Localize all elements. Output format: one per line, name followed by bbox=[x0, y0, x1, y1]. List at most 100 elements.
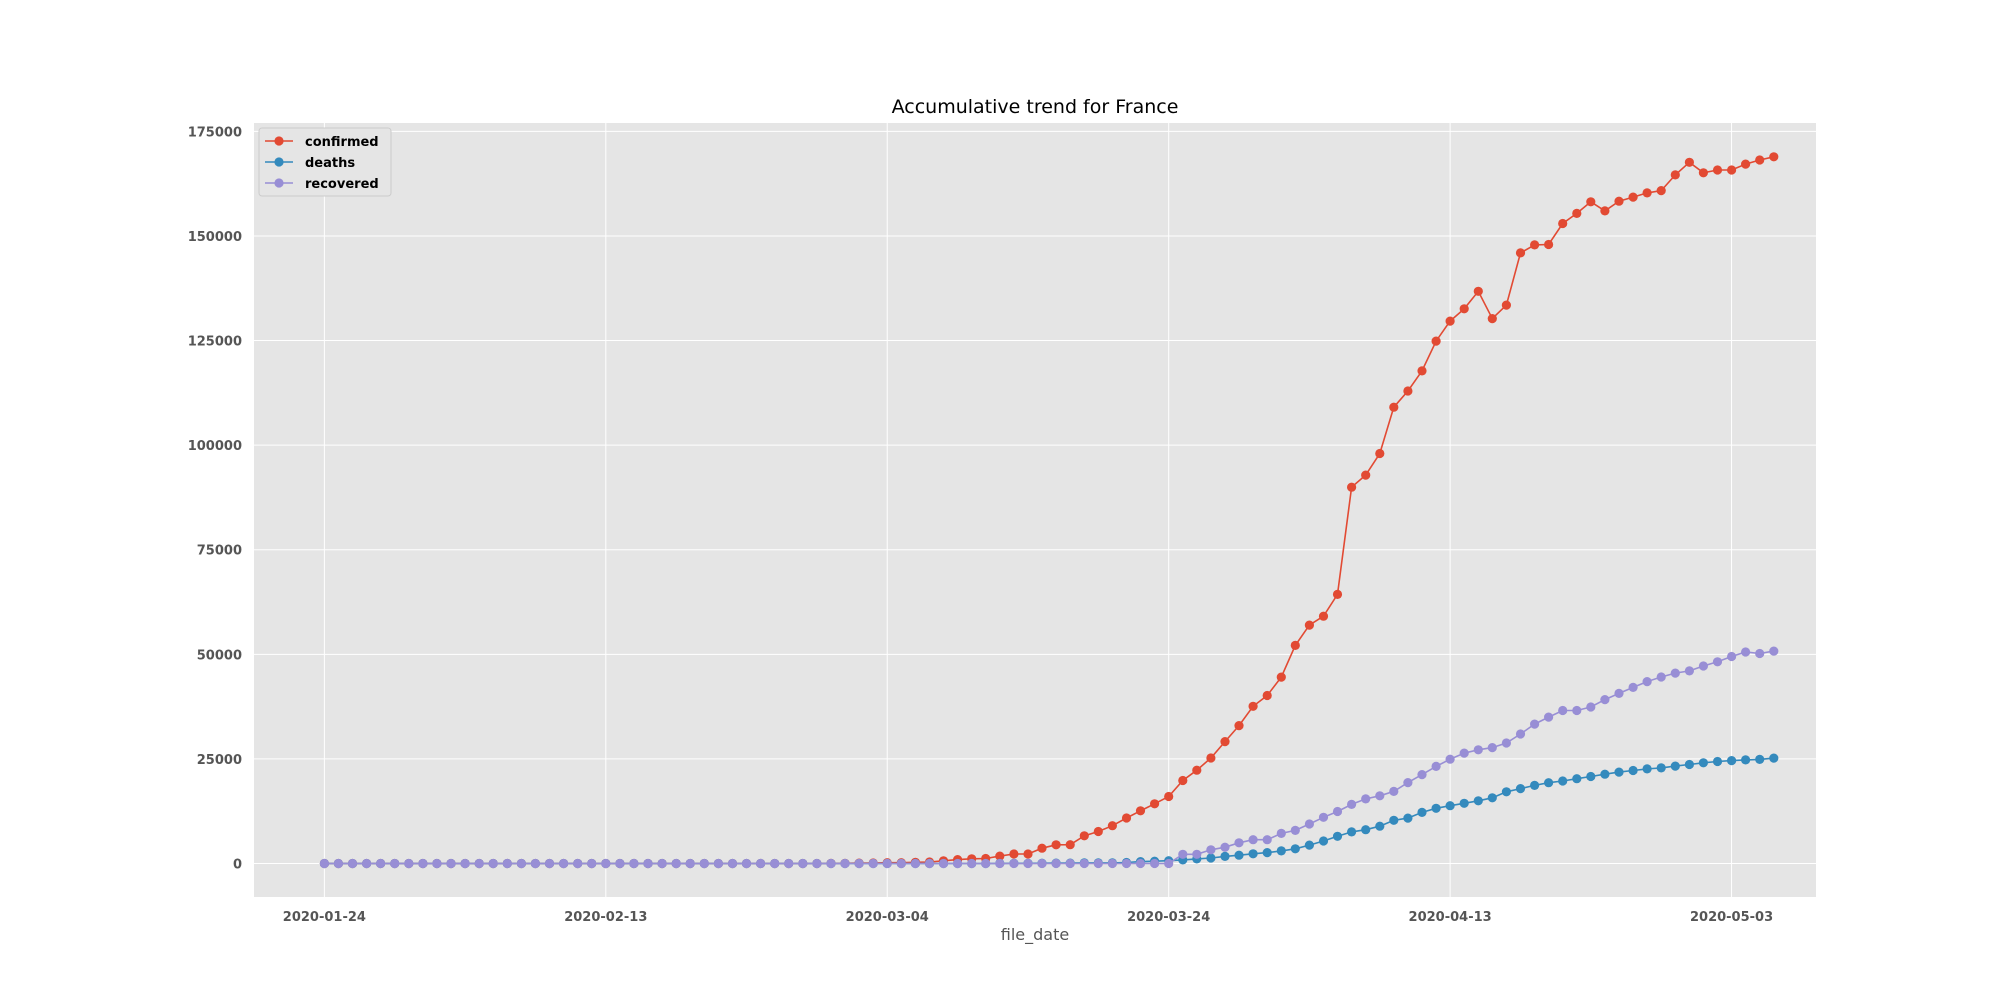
data-point-recovered bbox=[685, 858, 695, 869]
data-point-confirmed bbox=[1389, 402, 1399, 412]
data-point-recovered bbox=[699, 858, 709, 869]
data-point-deaths bbox=[1206, 853, 1216, 863]
data-point-confirmed bbox=[1558, 218, 1568, 229]
data-point-recovered bbox=[362, 858, 372, 869]
data-point-recovered bbox=[657, 858, 667, 869]
data-point-recovered bbox=[1248, 835, 1258, 845]
x-tick-label: 2020-05-03 bbox=[1690, 910, 1773, 925]
data-point-confirmed bbox=[1656, 186, 1666, 196]
data-point-recovered bbox=[333, 858, 343, 869]
data-point-recovered bbox=[1712, 657, 1723, 667]
data-point-confirmed bbox=[1248, 701, 1258, 711]
data-point-recovered bbox=[502, 858, 512, 869]
data-point-recovered bbox=[938, 858, 949, 869]
data-point-recovered bbox=[1600, 695, 1610, 705]
data-point-confirmed bbox=[1220, 737, 1230, 747]
x-tick-label: 2020-01-24 bbox=[283, 910, 366, 925]
data-point-confirmed bbox=[1642, 188, 1652, 198]
data-point-recovered bbox=[798, 858, 808, 869]
x-tick-label: 2020-04-13 bbox=[1409, 910, 1492, 925]
data-point-deaths bbox=[1375, 821, 1385, 831]
data-point-deaths bbox=[1544, 778, 1554, 788]
data-point-recovered bbox=[967, 858, 977, 869]
data-point-confirmed bbox=[1375, 448, 1385, 459]
data-point-recovered bbox=[1332, 806, 1343, 817]
data-point-deaths bbox=[1403, 813, 1413, 823]
data-point-recovered bbox=[854, 858, 864, 869]
data-point-recovered bbox=[1501, 738, 1511, 748]
data-point-confirmed bbox=[1445, 316, 1455, 326]
data-point-recovered bbox=[1121, 858, 1132, 869]
data-point-deaths bbox=[1698, 758, 1708, 768]
data-point-confirmed bbox=[1614, 196, 1624, 206]
data-point-confirmed bbox=[1698, 168, 1708, 178]
data-point-recovered bbox=[1431, 761, 1441, 772]
data-point-confirmed bbox=[1530, 240, 1540, 250]
data-point-recovered bbox=[1515, 729, 1526, 739]
data-point-deaths bbox=[1234, 850, 1244, 860]
x-tick-label: 2020-03-24 bbox=[1127, 910, 1210, 925]
data-point-recovered bbox=[1023, 858, 1033, 869]
data-point-recovered bbox=[1698, 661, 1708, 671]
data-point-recovered bbox=[1009, 858, 1019, 869]
data-point-recovered bbox=[1206, 845, 1216, 855]
data-point-confirmed bbox=[1093, 826, 1103, 837]
data-point-confirmed bbox=[1473, 286, 1483, 296]
data-point-recovered bbox=[1459, 748, 1469, 758]
data-point-recovered bbox=[1347, 799, 1357, 810]
y-tick-label: 75000 bbox=[197, 544, 242, 559]
data-point-deaths bbox=[1501, 787, 1511, 797]
data-point-confirmed bbox=[1403, 386, 1413, 396]
data-point-confirmed bbox=[1586, 197, 1596, 207]
data-point-recovered bbox=[840, 858, 850, 869]
data-point-recovered bbox=[1558, 705, 1568, 716]
data-point-recovered bbox=[1051, 858, 1061, 869]
data-point-recovered bbox=[896, 858, 906, 869]
data-point-confirmed bbox=[1023, 849, 1033, 859]
data-point-deaths bbox=[1769, 753, 1779, 763]
data-point-recovered bbox=[1220, 842, 1230, 852]
y-tick-label: 150000 bbox=[188, 230, 242, 245]
data-point-recovered bbox=[629, 858, 639, 869]
data-point-recovered bbox=[488, 858, 498, 869]
data-point-recovered bbox=[1234, 838, 1244, 848]
y-tick-label: 25000 bbox=[197, 753, 242, 768]
data-point-confirmed bbox=[1234, 721, 1244, 731]
data-point-recovered bbox=[868, 858, 878, 869]
data-point-confirmed bbox=[1276, 672, 1286, 682]
data-point-recovered bbox=[1755, 648, 1765, 659]
data-point-confirmed bbox=[1206, 753, 1216, 763]
y-tick-label: 50000 bbox=[197, 648, 242, 663]
data-point-recovered bbox=[390, 858, 400, 869]
data-point-recovered bbox=[1304, 819, 1314, 829]
data-point-recovered bbox=[770, 858, 780, 869]
data-point-deaths bbox=[1755, 754, 1765, 765]
data-point-deaths bbox=[1248, 849, 1258, 859]
data-point-recovered bbox=[713, 858, 724, 869]
series-layer bbox=[319, 152, 1779, 869]
data-point-recovered bbox=[1628, 682, 1638, 693]
data-point-recovered bbox=[376, 858, 386, 869]
data-point-confirmed bbox=[1318, 611, 1329, 621]
data-point-recovered bbox=[1192, 849, 1202, 859]
data-point-confirmed bbox=[1150, 799, 1160, 809]
data-point-recovered bbox=[1065, 858, 1075, 869]
data-point-confirmed bbox=[1755, 155, 1765, 165]
data-point-recovered bbox=[1318, 812, 1329, 822]
data-point-deaths bbox=[1558, 776, 1568, 786]
data-point-recovered bbox=[995, 858, 1005, 869]
data-point-recovered bbox=[1037, 858, 1047, 869]
data-point-deaths bbox=[1670, 761, 1680, 771]
data-point-recovered bbox=[1375, 791, 1385, 801]
data-point-deaths bbox=[1459, 798, 1469, 808]
data-point-confirmed bbox=[1431, 336, 1441, 346]
data-point-deaths bbox=[1712, 756, 1723, 767]
data-point-recovered bbox=[1741, 647, 1751, 657]
data-point-recovered bbox=[671, 858, 681, 869]
data-point-recovered bbox=[756, 858, 766, 869]
data-point-deaths bbox=[1487, 793, 1497, 803]
data-point-deaths bbox=[1530, 780, 1540, 791]
data-point-recovered bbox=[1572, 705, 1582, 716]
data-point-recovered bbox=[1417, 770, 1427, 780]
data-point-recovered bbox=[643, 858, 653, 869]
